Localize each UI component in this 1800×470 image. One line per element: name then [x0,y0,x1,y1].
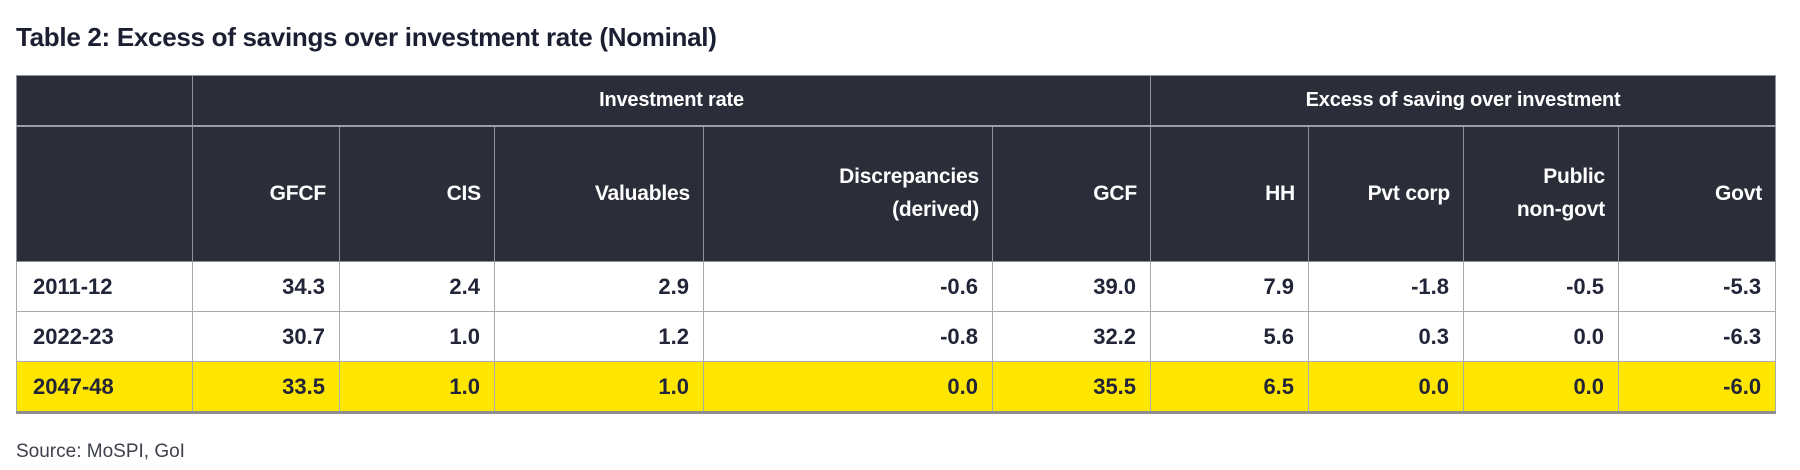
value-cell: 1.0 [339,311,495,362]
value-cell: -0.8 [703,311,993,362]
value-cell: 33.5 [192,361,340,414]
group-header-investment-rate: Investment rate [191,75,1152,127]
column-header-gfcf: GFCF [192,125,340,262]
value-cell: -6.3 [1618,311,1777,362]
value-cell: 0.0 [1308,361,1465,414]
column-header-valuables: Valuables [494,125,704,262]
value-cell: 7.9 [1150,261,1310,312]
value-cell: 0.3 [1308,311,1465,362]
value-cell: 34.3 [192,261,340,312]
column-header-public-non-govt: Public non-govt [1463,125,1620,262]
value-cell: -0.5 [1463,261,1620,312]
table-body: 2011-12 34.3 2.4 2.9 -0.6 39.0 7.9 -1.8 -0.5 -5.3… [16,261,1777,414]
value-cell: -0.6 [703,261,993,312]
row-label-cell: 2011-12 [16,261,193,312]
value-cell: 32.2 [991,311,1152,362]
source-note: Source: MoSPI, GoI [16,441,185,462]
value-cell: 2.4 [339,261,495,312]
value-cell: 0.0 [703,361,993,414]
value-cell: 30.7 [192,311,340,362]
value-cell: 1.0 [494,361,704,414]
column-header-discrepancies-derived: Discrepancies (derived) [703,125,993,262]
table-title: Table 2: Excess of savings over investme… [16,22,717,52]
row-label-cell: 2047-48 [16,361,193,414]
row-label-cell: 2022-23 [16,311,193,362]
value-cell: 1.2 [494,311,704,362]
group-header-blank [16,75,193,127]
value-cell: 6.5 [1150,361,1310,414]
table-header: Investment rate Excess of saving over inv… [16,75,1777,262]
value-cell: -1.8 [1308,261,1465,312]
column-header-blank [16,125,193,262]
value-cell: 0.0 [1463,361,1620,414]
column-header-row: GFCF CIS Valuables Discrepancies (derived) G… [16,125,1777,262]
value-cell: 39.0 [991,261,1152,312]
column-header-hh: HH [1150,125,1310,262]
table-row-2047-48: 2047-48 33.5 1.0 1.0 0.0 35.5 6.5 0.0 0.0 -6.0 [16,361,1777,414]
column-header-govt: Govt [1618,125,1777,262]
group-header-excess-of-saving-over-investment: Excess of saving over investment [1150,75,1777,127]
value-cell: 5.6 [1150,311,1310,362]
column-header-pvt-corp: Pvt corp [1308,125,1465,262]
value-cell: 35.5 [991,361,1152,414]
value-cell: 0.0 [1463,311,1620,362]
value-cell: -5.3 [1618,261,1777,312]
value-cell: 1.0 [339,361,495,414]
savings-investment-table: Investment rate Excess of saving over inv… [16,75,1777,414]
value-cell: -6.0 [1618,361,1777,414]
column-header-gcf: GCF [991,125,1152,262]
table-row-2011-12: 2011-12 34.3 2.4 2.9 -0.6 39.0 7.9 -1.8 -0.5 -5.3 [16,261,1777,312]
value-cell: 2.9 [494,261,704,312]
table-row-2022-23: 2022-23 30.7 1.0 1.2 -0.8 32.2 5.6 0.3 0.0 -6.3 [16,311,1777,362]
column-header-cis: CIS [339,125,495,262]
group-header-row: Investment rate Excess of saving over inv… [16,75,1777,127]
